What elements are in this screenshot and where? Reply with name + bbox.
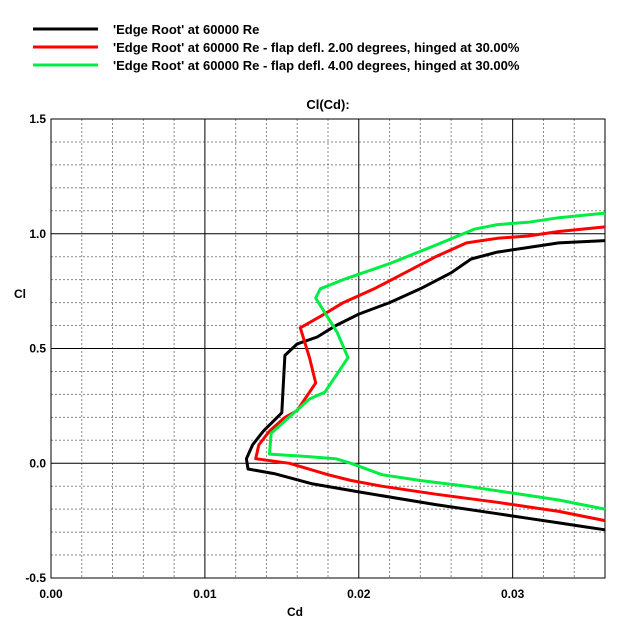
legend-label-2: 'Edge Root' at 60000 Re - flap defl. 2.0… [113, 40, 520, 55]
series-line-3 [268, 211, 606, 511]
tick-labels: 0.00 0.01 0.02 0.03 1.5 1.0 0.5 0.0 -0.5 [25, 112, 524, 601]
chart-title: Cl(Cd): [306, 97, 349, 112]
y-axis-title: Cl [14, 287, 26, 301]
y-tick-label: 1.5 [29, 112, 46, 126]
y-tick-label: 1.0 [29, 227, 46, 241]
x-tick-label: 0.01 [193, 587, 217, 601]
legend-label-3: 'Edge Root' at 60000 Re - flap defl. 4.0… [113, 58, 520, 73]
x-tick-label: 0.00 [39, 587, 63, 601]
series-line-1 [244, 239, 606, 532]
x-tick-label: 0.02 [347, 587, 371, 601]
legend: 'Edge Root' at 60000 Re 'Edge Root' at 60… [33, 22, 520, 73]
series-line-2 [254, 225, 606, 523]
x-axis-title: Cd [287, 605, 303, 619]
grid [51, 119, 605, 578]
legend-label-1: 'Edge Root' at 60000 Re [113, 22, 259, 37]
plot-frame [50, 118, 606, 579]
series-layer [244, 211, 606, 532]
y-tick-label: -0.5 [25, 571, 46, 585]
y-tick-label: 0.0 [29, 456, 46, 470]
x-tick-label: 0.03 [501, 587, 525, 601]
y-tick-label: 0.5 [29, 342, 46, 356]
